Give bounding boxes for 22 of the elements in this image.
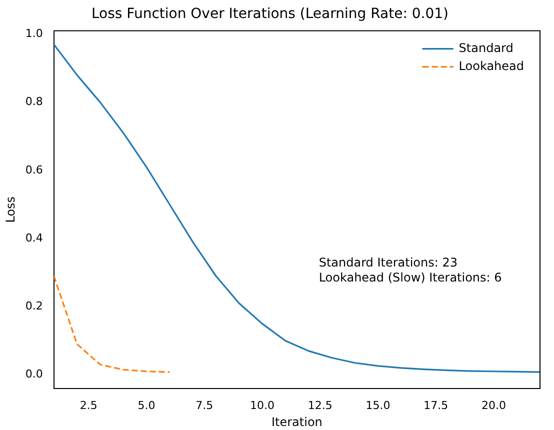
x-tick-label: 5.0 (138, 398, 156, 412)
legend-label: Standard (458, 40, 514, 55)
x-tick-label: 2.5 (80, 398, 98, 412)
x-tick-label: 15.0 (366, 398, 390, 412)
y-tick-label: 0.6 (25, 163, 43, 176)
y-tick-label: 0.8 (25, 95, 43, 108)
chart-title: Loss Function Over Iterations (Learning Rate: 0.01) (92, 6, 448, 22)
x-tick-label: 17.5 (424, 398, 448, 412)
x-axis-title: Iteration (271, 414, 322, 429)
x-tick-label: 10.0 (250, 398, 274, 412)
annotation: Standard Iterations: 23 (318, 255, 458, 270)
y-tick-label: 0.2 (25, 300, 43, 313)
y-tick-label: 0.0 (25, 368, 43, 381)
x-tick-label: 12.5 (308, 398, 332, 412)
y-axis-title: Loss (3, 196, 18, 223)
line-series (54, 275, 170, 373)
annotation: Lookahead (Slow) Iterations: 6 (318, 270, 502, 284)
y-tick-label: 1.0 (25, 27, 43, 40)
x-tick-label: 20.0 (481, 398, 506, 412)
x-tick-label: 7.5 (196, 398, 214, 412)
y-tick-label: 0.4 (25, 231, 43, 244)
legend-label: Lookahead (458, 58, 524, 73)
